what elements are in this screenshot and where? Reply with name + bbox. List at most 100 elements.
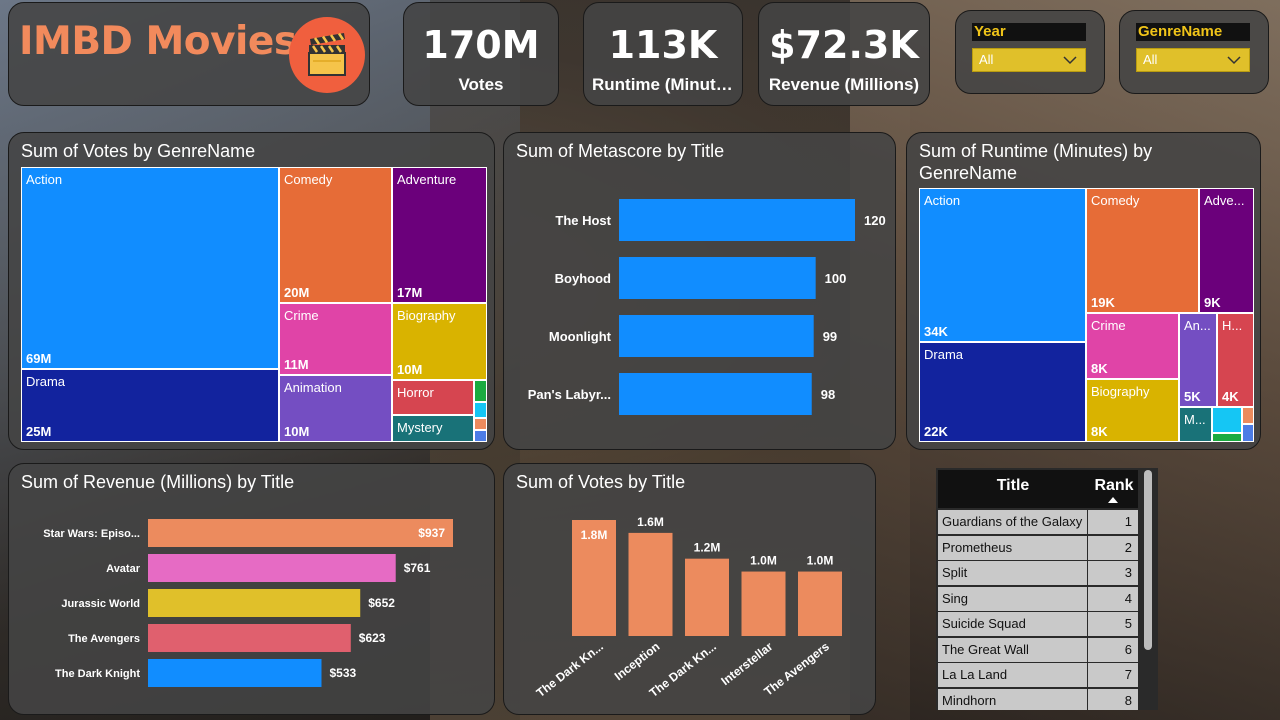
treemap-cell-small[interactable] xyxy=(474,418,487,430)
metascore-bar[interactable] xyxy=(619,257,816,299)
table-row[interactable]: Mindhorn 8 xyxy=(938,688,1138,710)
treemap-cell-crime[interactable]: Crime 8K xyxy=(1086,313,1179,379)
table-row[interactable]: Prometheus 2 xyxy=(938,535,1138,560)
treemap-cell-mystery[interactable]: Mystery xyxy=(392,415,474,442)
runtime-treemap: Action 34K Drama 22K Comedy 19K Adve... … xyxy=(919,188,1254,442)
cell-value: 22K xyxy=(924,424,948,439)
treemap-cell-action[interactable]: Action 69M xyxy=(21,167,279,369)
category-label: The Host xyxy=(555,213,611,228)
data-label: 120 xyxy=(864,213,886,228)
treemap-cell-small[interactable] xyxy=(1242,407,1254,424)
cell-title: Suicide Squad xyxy=(938,612,1088,636)
treemap-cell-small[interactable] xyxy=(1212,407,1242,433)
clapperboard-icon xyxy=(308,32,346,76)
cell-value: 8K xyxy=(1091,424,1108,439)
chart-title: Sum of Metascore by Title xyxy=(516,141,725,161)
metascore-bar[interactable] xyxy=(619,373,812,415)
treemap-cell-small[interactable] xyxy=(474,430,487,442)
treemap-cell-horror[interactable]: H... 4K xyxy=(1217,313,1254,407)
treemap-cell-comedy[interactable]: Comedy 19K xyxy=(1086,188,1199,313)
treemap-cell-adventure[interactable]: Adve... 9K xyxy=(1199,188,1254,313)
column-header-title[interactable]: Title xyxy=(996,477,1030,494)
cell-title: Prometheus xyxy=(938,535,1088,560)
treemap-cell-biography[interactable]: Biography 10M xyxy=(392,303,487,380)
cell-rank: 3 xyxy=(1124,565,1132,580)
metascore-bar[interactable] xyxy=(619,199,855,241)
table-row[interactable]: Suicide Squad 5 xyxy=(938,612,1138,636)
table-row[interactable]: La La Land 7 xyxy=(938,663,1138,687)
treemap-cell-drama[interactable]: Drama 25M xyxy=(21,369,279,442)
treemap-cell-comedy[interactable]: Comedy 20M xyxy=(279,167,392,303)
cell-name: Action xyxy=(26,172,63,187)
treemap-cell-small[interactable] xyxy=(474,402,487,418)
revenue-bar[interactable] xyxy=(148,554,396,582)
treemap-cell-small[interactable] xyxy=(1212,433,1242,442)
revenue-by-title-card: Sum of Revenue (Millions) by Title Star … xyxy=(8,463,495,715)
cell-value: 69M xyxy=(26,351,52,366)
treemap-cell-biography[interactable]: Biography 8K xyxy=(1086,379,1179,442)
cell-rank: 2 xyxy=(1124,539,1132,555)
table-row[interactable]: Split 3 xyxy=(938,561,1138,585)
column-header-rank[interactable]: Rank xyxy=(1094,477,1134,494)
treemap-cell-animation[interactable]: An... 5K xyxy=(1179,313,1217,407)
data-label: 1.2M xyxy=(694,541,721,555)
cell-name: Comedy xyxy=(1091,193,1140,208)
metascore-bar[interactable] xyxy=(619,315,814,357)
chart-title: Sum of Votes by GenreName xyxy=(21,141,256,161)
cell-value: 19K xyxy=(1091,295,1115,310)
revenue-bar[interactable] xyxy=(148,589,361,617)
votes-bar[interactable] xyxy=(572,520,616,636)
category-label: Jurassic World xyxy=(61,598,140,610)
revenue-bar[interactable] xyxy=(148,624,351,652)
votes-bar[interactable] xyxy=(628,532,673,636)
treemap-cell-crime[interactable]: Crime 11M xyxy=(279,303,392,375)
treemap-cell-drama[interactable]: Drama 22K xyxy=(919,342,1086,442)
kpi-value: 170M xyxy=(422,23,540,67)
category-label: Avatar xyxy=(106,563,141,575)
chart-title: Sum of Votes by Title xyxy=(516,472,686,492)
treemap-cell-small[interactable] xyxy=(474,380,487,402)
votes-bar[interactable] xyxy=(798,571,842,636)
logo-badge xyxy=(289,17,365,93)
cell-name: Crime xyxy=(284,308,319,323)
treemap-cell-horror[interactable]: Horror xyxy=(392,380,474,415)
data-label: 99 xyxy=(823,329,837,344)
table-scrollbar[interactable] xyxy=(1144,470,1152,650)
data-label: $761 xyxy=(404,561,431,575)
genre-dropdown[interactable]: All xyxy=(1136,48,1250,72)
cell-name: An... xyxy=(1184,318,1211,333)
chevron-down-icon xyxy=(1063,56,1077,65)
cell-name: Crime xyxy=(1091,318,1126,333)
data-label: $937 xyxy=(418,526,445,540)
app-title: IMBD Movies xyxy=(19,19,297,64)
metascore-by-title-card: Sum of Metascore by Title The Host 120 Boy… xyxy=(503,132,896,450)
cell-rank: 7 xyxy=(1124,667,1132,682)
rank-table: Title Rank Guardians of the Galaxy 1 Prome… xyxy=(936,468,1158,710)
table-row[interactable]: Sing 4 xyxy=(938,586,1138,611)
year-dropdown[interactable]: All xyxy=(972,48,1086,72)
votes-bar[interactable] xyxy=(685,558,729,636)
metascore-bar-chart: The Host 120 Boyhood 100 Moonlight 99 Pan's La… xyxy=(528,199,886,415)
year-slicer: Year All xyxy=(955,10,1105,94)
treemap-cell-mystery[interactable]: M... xyxy=(1179,407,1212,442)
category-label: Interstellar xyxy=(718,639,775,688)
votes-bar[interactable] xyxy=(741,571,786,636)
kpi-label: Votes xyxy=(458,75,504,94)
treemap-cell-animation[interactable]: Animation 10M xyxy=(279,375,392,442)
cell-name: Biography xyxy=(1091,384,1150,399)
kpi-runtime: 113K Runtime (Minutes) xyxy=(583,2,743,106)
category-label: The Dark Knight xyxy=(55,668,140,680)
treemap-cell-small[interactable] xyxy=(1242,424,1254,442)
cell-value: 20M xyxy=(284,285,310,300)
table-row[interactable]: The Great Wall 6 xyxy=(938,637,1138,662)
cell-name: Drama xyxy=(26,374,66,389)
category-label: Star Wars: Episo... xyxy=(43,528,140,540)
treemap-cell-action[interactable]: Action 34K xyxy=(919,188,1086,342)
revenue-bar[interactable] xyxy=(148,659,322,687)
cell-name: H... xyxy=(1222,318,1243,333)
table-row[interactable]: Guardians of the Galaxy 1 xyxy=(938,510,1138,534)
treemap-cell-adventure[interactable]: Adventure 17M xyxy=(392,167,487,303)
revenue-bar[interactable] xyxy=(148,519,453,547)
genre-slicer: GenreName All xyxy=(1119,10,1269,94)
cell-rank: 1 xyxy=(1124,514,1132,529)
